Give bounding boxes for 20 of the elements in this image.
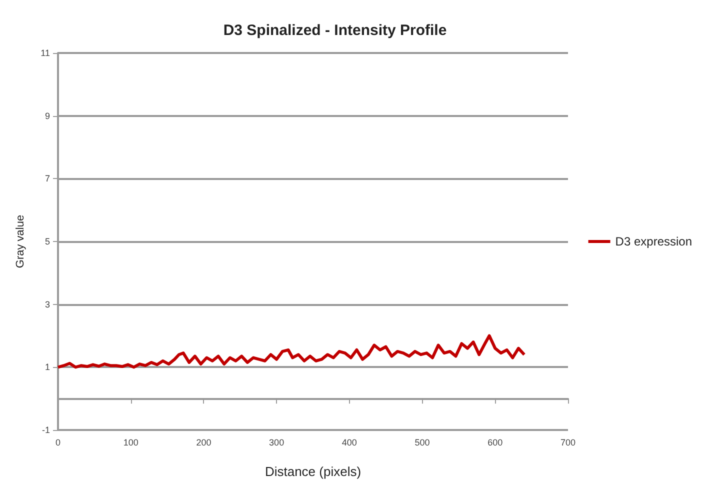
x-tick-label: 400 xyxy=(342,438,357,448)
x-tick-label: 500 xyxy=(414,438,430,448)
y-axis-title: Gray value xyxy=(14,214,26,268)
y-tick-label: 11 xyxy=(40,48,50,58)
y-tick-label: 1 xyxy=(44,362,50,372)
chart-title: D3 Spinalized - Intensity Profile xyxy=(223,22,447,39)
x-axis-title: Distance (pixels) xyxy=(264,464,362,479)
x-tick-label: 700 xyxy=(560,438,576,448)
line-series xyxy=(56,334,526,369)
x-tick-label: 100 xyxy=(123,438,138,448)
y-tick-label: 9 xyxy=(44,110,50,121)
y-tick-label: 5 xyxy=(44,236,50,246)
y-tick-label: 3 xyxy=(44,299,50,310)
x-tick-label: 300 xyxy=(269,438,284,448)
x-tick-label: 600 xyxy=(488,438,503,448)
legend-label: D3 expression xyxy=(615,234,692,248)
x-tick-label: 0 xyxy=(55,438,61,448)
y-tick-label: 7 xyxy=(44,174,50,184)
x-tick-label: 200 xyxy=(196,438,212,448)
y-tick-label: -1 xyxy=(42,425,50,435)
